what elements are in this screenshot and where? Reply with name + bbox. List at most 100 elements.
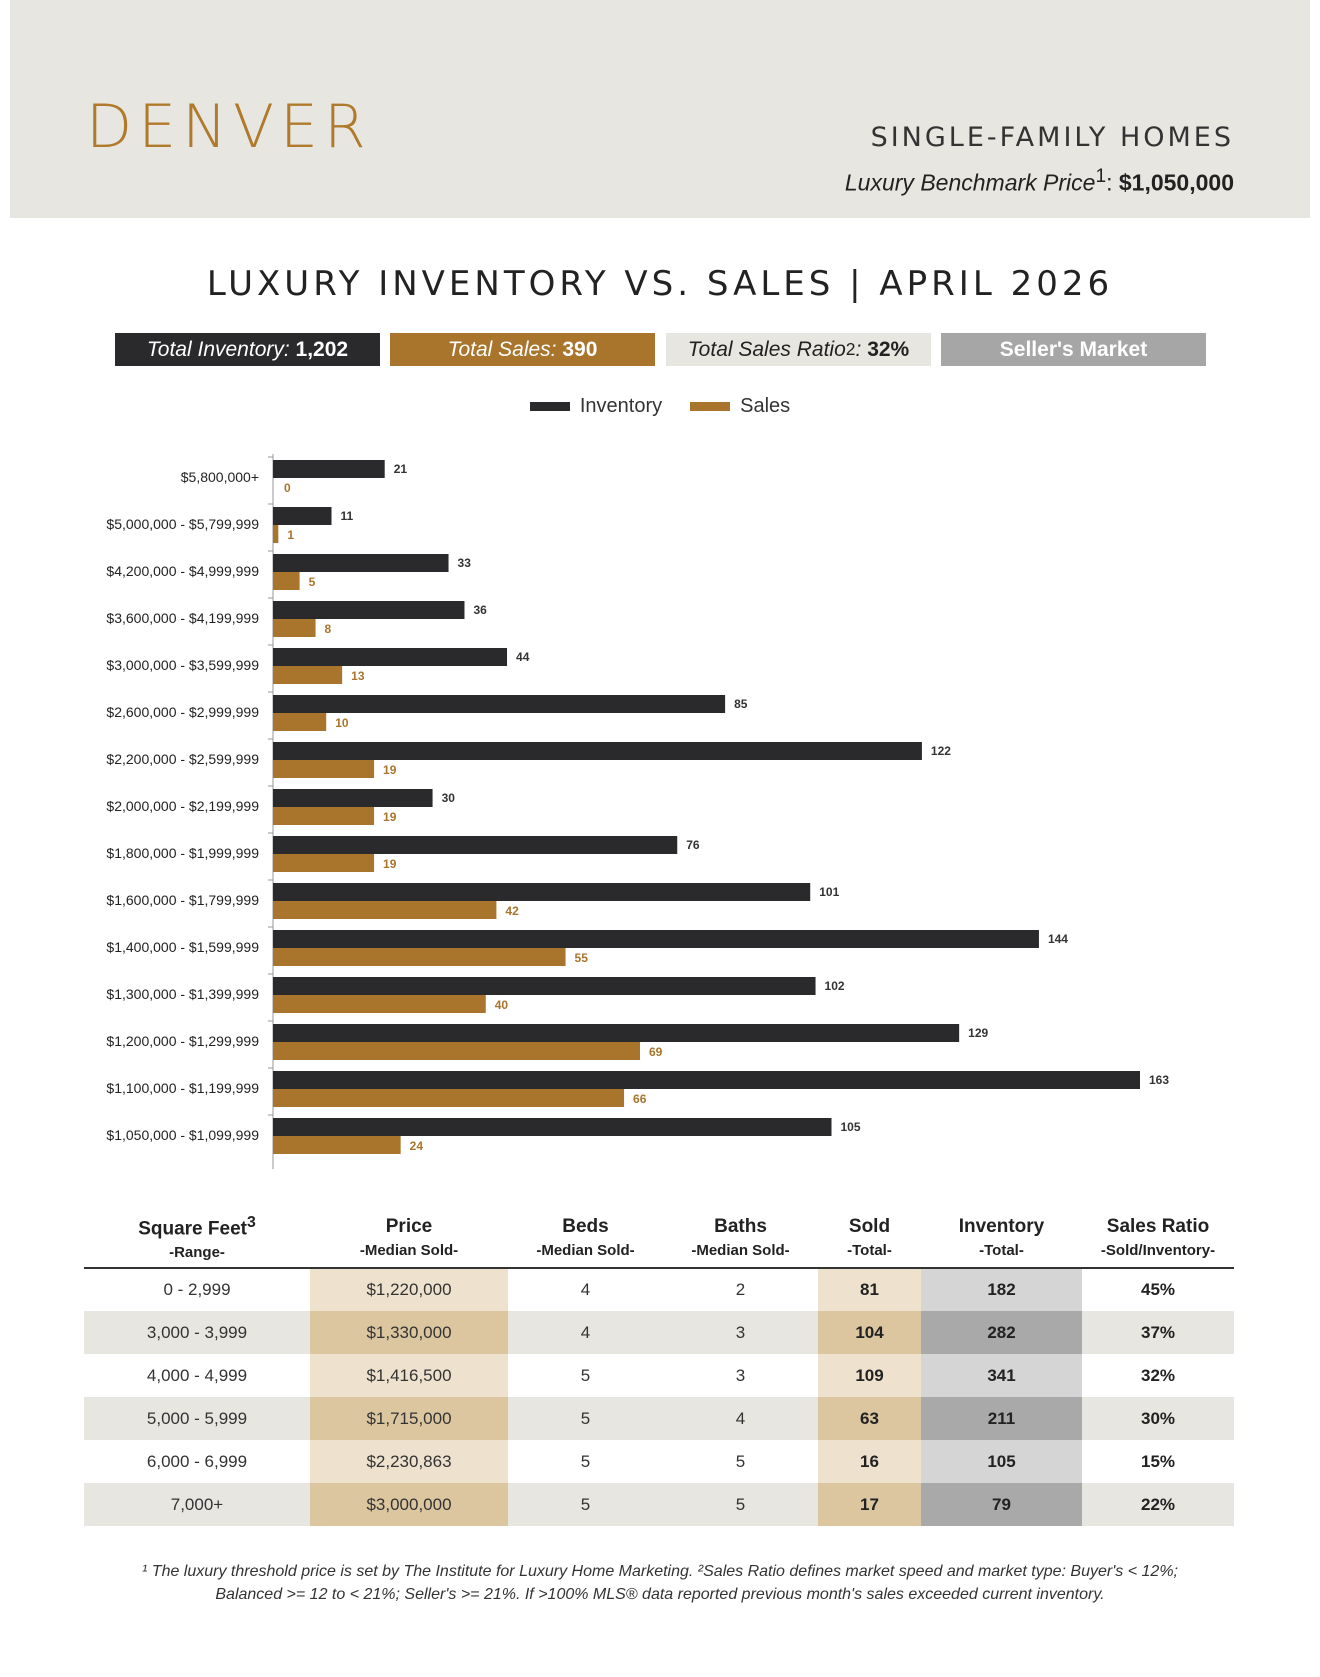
page: DENVER SINGLE-FAMILY HOMES Luxury Benchm… (10, 0, 1310, 1677)
sales-bar (273, 619, 316, 637)
sales-bar (273, 713, 327, 731)
sales-bar (273, 1089, 625, 1107)
inventory-bar (273, 554, 449, 572)
sales-bar (273, 854, 375, 872)
table-cell: 79 (921, 1483, 1082, 1526)
square-feet-table: Square Feet3 -Range- Price -Median Sold- Bed… (84, 1208, 1234, 1526)
table-cell: 282 (921, 1311, 1082, 1354)
inventory-data-label: 122 (931, 744, 951, 758)
inventory-data-label: 85 (734, 697, 748, 711)
sales-bar (273, 572, 300, 590)
header-subtitle: -Total- (979, 1242, 1024, 1259)
table-header-row: Square Feet3 -Range- Price -Median Sold- Bed… (84, 1208, 1234, 1269)
table-cell: 17 (818, 1483, 921, 1526)
table-cell: 32% (1082, 1354, 1234, 1397)
table-row: 7,000+ $3,000,000 5 5 17 79 22% (84, 1483, 1234, 1526)
legend-label-sales: Sales (740, 395, 791, 417)
table-header-cell: Square Feet3 -Range- (84, 1208, 310, 1269)
category-label: $1,050,000 - $1,099,999 (106, 1127, 259, 1143)
chart-legend: Inventory Sales (10, 395, 1310, 418)
sales-data-label: 66 (633, 1092, 647, 1106)
category-label: $2,200,000 - $2,599,999 (106, 751, 259, 767)
total-inventory-value: 1,202 (295, 337, 349, 361)
benchmark-price: Luxury Benchmark Price1: $1,050,000 (844, 166, 1234, 196)
table-cell: 4,000 - 4,999 (84, 1354, 310, 1397)
sales-data-label: 5 (309, 575, 316, 589)
benchmark-value: $1,050,000 (1118, 169, 1234, 196)
table-cell: 45% (1082, 1268, 1234, 1311)
inventory-bar (273, 507, 332, 525)
sales-data-label: 40 (495, 998, 509, 1012)
table-cell: 30% (1082, 1397, 1234, 1440)
inventory-data-label: 36 (473, 603, 487, 617)
inventory-bar (273, 742, 922, 760)
sales-data-label: 19 (383, 763, 397, 777)
inventory-data-label: 102 (825, 979, 845, 993)
table-row: 3,000 - 3,999 $1,330,000 4 3 104 282 37% (84, 1311, 1234, 1354)
report-title: LUXURY INVENTORY VS. SALES | APRIL 2026 (206, 264, 1114, 304)
benchmark-label: Luxury Benchmark Price (844, 169, 1096, 196)
total-sales-box: Total Sales: 390 (390, 333, 655, 366)
inventory-data-label: 163 (1149, 1073, 1169, 1087)
category-label: $2,600,000 - $2,999,999 (106, 704, 259, 720)
total-inventory-label: Total Inventory: (146, 337, 290, 361)
table-cell: 5 (508, 1440, 663, 1483)
table-cell: 0 - 2,999 (84, 1268, 310, 1311)
table-cell: 341 (921, 1354, 1082, 1397)
sales-data-label: 13 (351, 669, 365, 683)
category-label: $1,800,000 - $1,999,999 (106, 845, 259, 861)
header-subtitle: -Range- (169, 1244, 225, 1262)
inventory-bar (273, 695, 726, 713)
category-label: $1,300,000 - $1,399,999 (106, 986, 259, 1002)
table-cell: 6,000 - 6,999 (84, 1440, 310, 1483)
table-cell: 63 (818, 1397, 921, 1440)
sales-bar (273, 901, 497, 919)
table-cell: $1,330,000 (310, 1311, 508, 1354)
inventory-bar (273, 836, 678, 854)
legend-label-inventory: Inventory (579, 395, 663, 417)
table-cell: 4 (508, 1268, 663, 1311)
sales-bar (273, 525, 279, 543)
sales-data-label: 10 (335, 716, 349, 730)
category-label: $3,600,000 - $4,199,999 (106, 610, 259, 626)
market-type-box: Seller's Market (941, 333, 1206, 366)
benchmark-footnote-mark: 1 (1095, 166, 1107, 187)
inventory-bar (273, 601, 465, 619)
inventory-bar (273, 648, 508, 666)
table-cell: 16 (818, 1440, 921, 1483)
inventory-data-label: 144 (1048, 932, 1068, 946)
category-label: $3,000,000 - $3,599,999 (106, 657, 259, 673)
footnote-line-1: ¹ The luxury threshold price is set by T… (142, 1563, 1178, 1580)
category-label: $1,100,000 - $1,199,999 (106, 1080, 259, 1096)
table-cell: 5 (508, 1354, 663, 1397)
table-cell: 37% (1082, 1311, 1234, 1354)
table-cell: 15% (1082, 1440, 1234, 1483)
inventory-bar (273, 977, 816, 995)
table-cell: 211 (921, 1397, 1082, 1440)
inventory-data-label: 101 (819, 885, 839, 899)
sales-data-label: 1 (287, 528, 294, 542)
table-cell: 109 (818, 1354, 921, 1397)
table-cell: 2 (663, 1268, 818, 1311)
table-cell: 5 (663, 1440, 818, 1483)
table-cell: $1,416,500 (310, 1354, 508, 1397)
table-cell: 182 (921, 1268, 1082, 1311)
table-cell: 5 (663, 1483, 818, 1526)
inventory-bar (273, 883, 811, 901)
total-sales-ratio-value: 32% (867, 337, 910, 361)
table-cell: 5 (508, 1483, 663, 1526)
table-cell: 104 (818, 1311, 921, 1354)
table-cell: 4 (663, 1397, 818, 1440)
legend-item-inventory: Inventory (529, 395, 663, 418)
header-title: Square Feet (138, 1218, 247, 1240)
table-cell: 22% (1082, 1483, 1234, 1526)
header-subtitle: -Median Sold- (359, 1242, 459, 1259)
header-title: Sales Ratio (1106, 1216, 1210, 1237)
inventory-data-label: 44 (516, 650, 530, 664)
category-label: $4,200,000 - $4,999,999 (106, 563, 259, 579)
table-cell: 105 (921, 1440, 1082, 1483)
inventory-vs-sales-chart: $5,800,000+ 210$5,000,000 - $5,799,999 111… (106, 454, 1169, 1169)
header-footnote-mark: 3 (246, 1213, 256, 1231)
table-header-cell: Baths -Median Sold- (663, 1208, 818, 1269)
table-cell: $3,000,000 (310, 1483, 508, 1526)
